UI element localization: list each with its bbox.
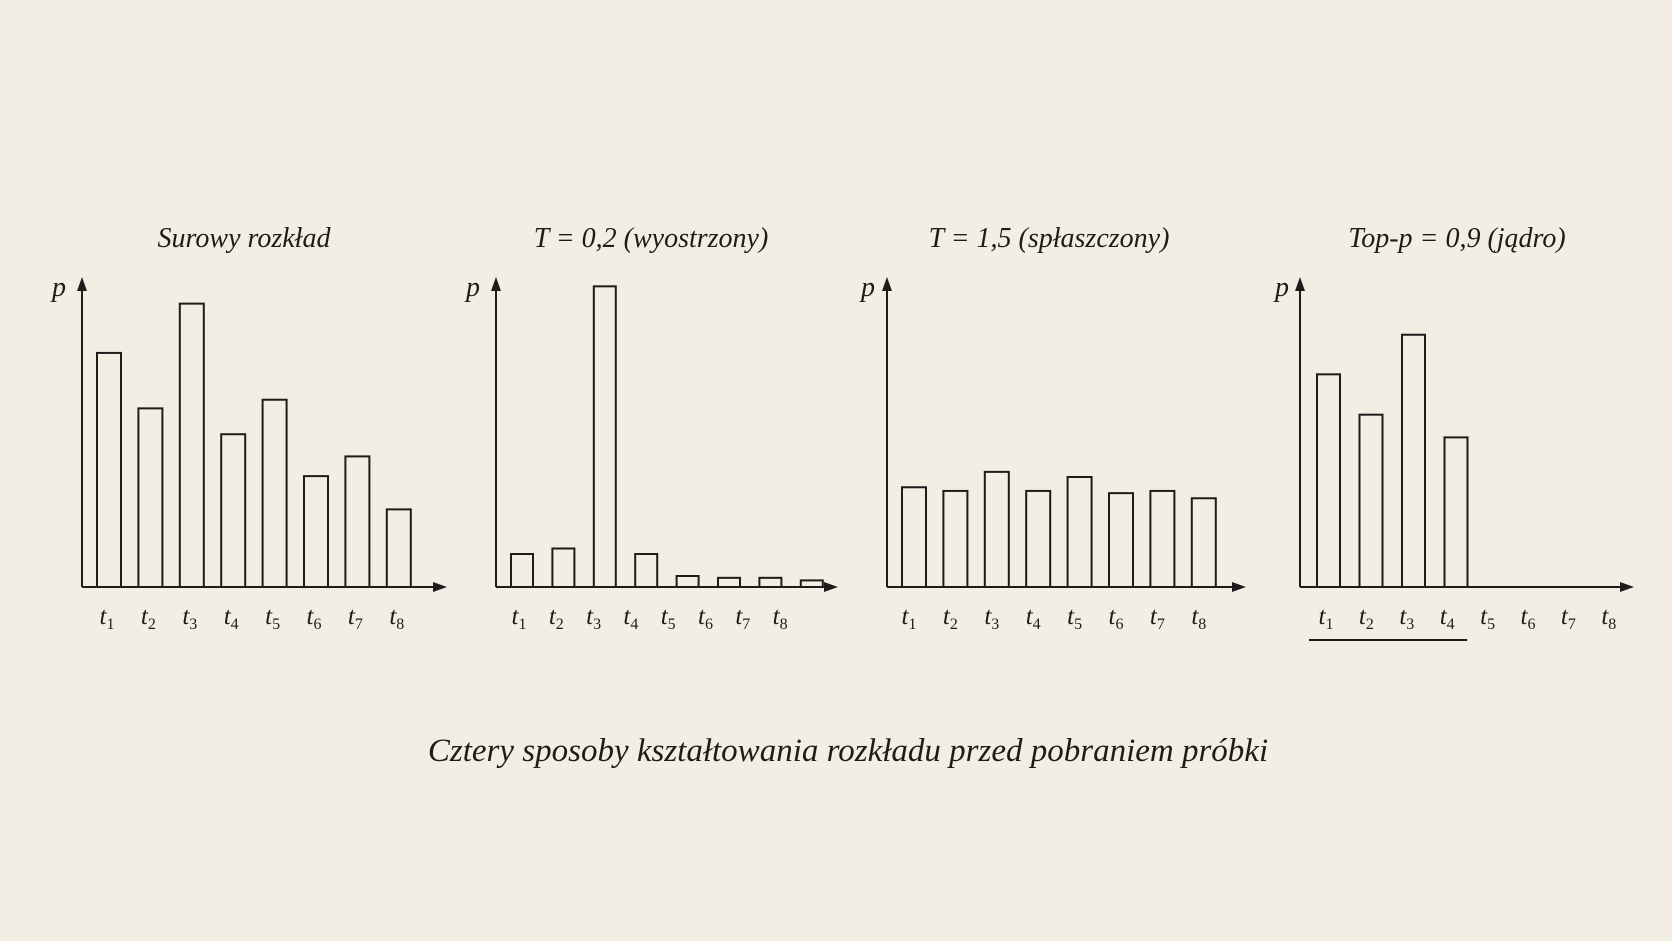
bar-t1 bbox=[901, 486, 927, 588]
tick-label-t4: t4 bbox=[224, 603, 239, 633]
tick-label-t1: t1 bbox=[512, 603, 527, 633]
chart-panel-4: Top-p = 0,9 (jądro) p t1 t2 t3 t4 t5 t6 t7 t8 bbox=[1273, 223, 1634, 641]
tick-label-t2: t2 bbox=[943, 603, 958, 633]
chart-panel-1: Surowy rozkład p t1 t2 t3 t4 t5 t6 t7 t8 bbox=[50, 223, 447, 633]
tick-label-t4: t4 bbox=[1026, 603, 1041, 633]
bar-t5 bbox=[1066, 476, 1093, 588]
bar-t7 bbox=[758, 576, 783, 588]
tick-label-t5: t5 bbox=[265, 603, 280, 633]
bar-t6 bbox=[717, 576, 741, 588]
tick-label-t1: t1 bbox=[100, 603, 115, 633]
tick-label-t8: t8 bbox=[1601, 603, 1616, 633]
tick-label-t6: t6 bbox=[307, 603, 322, 633]
bar-t1 bbox=[510, 553, 534, 588]
bar-t3 bbox=[178, 302, 205, 588]
bar-t5 bbox=[675, 575, 700, 588]
tick-label-t5: t5 bbox=[1067, 603, 1082, 633]
tick-label-t6: t6 bbox=[698, 603, 713, 633]
x-axis-arrow bbox=[433, 582, 447, 592]
tick-label-t3: t3 bbox=[586, 603, 601, 633]
panel-title: Surowy rozkład bbox=[158, 223, 332, 254]
tick-label-t3: t3 bbox=[182, 603, 197, 633]
tick-label-t8: t8 bbox=[389, 603, 404, 633]
tick-label-t2: t2 bbox=[141, 603, 156, 633]
y-axis-label: p bbox=[464, 272, 480, 303]
panel-title: T = 1,5 (spłaszczony) bbox=[929, 223, 1170, 254]
y-axis-arrow bbox=[77, 277, 87, 291]
bar-t3 bbox=[1401, 333, 1426, 588]
bar-t1 bbox=[96, 351, 122, 589]
bar-t4 bbox=[220, 433, 247, 588]
tick-label-t6: t6 bbox=[1109, 603, 1124, 633]
panel-title: T = 0,2 (wyostrzony) bbox=[534, 223, 769, 254]
tick-label-t6: t6 bbox=[1521, 603, 1536, 633]
tick-label-t2: t2 bbox=[549, 603, 564, 633]
tick-label-t5: t5 bbox=[661, 603, 676, 633]
tick-label-t7: t7 bbox=[735, 603, 750, 633]
bar-t1 bbox=[1316, 373, 1341, 589]
y-axis-label: p bbox=[50, 272, 66, 303]
tick-label-t3: t3 bbox=[984, 603, 999, 633]
bar-t3 bbox=[592, 285, 617, 588]
y-axis-label: p bbox=[1273, 272, 1289, 303]
tick-label-t5: t5 bbox=[1480, 603, 1495, 633]
y-axis-label: p bbox=[859, 272, 875, 303]
tick-label-t4: t4 bbox=[1440, 603, 1455, 633]
tick-label-t8: t8 bbox=[773, 603, 788, 633]
tick-label-t1: t1 bbox=[902, 603, 917, 633]
panel-title: Top-p = 0,9 (jądro) bbox=[1348, 223, 1566, 254]
bar-t2 bbox=[551, 547, 576, 588]
bar-t2 bbox=[137, 407, 164, 588]
bar-t6 bbox=[303, 475, 329, 588]
bar-t7 bbox=[344, 455, 371, 588]
tick-label-t8: t8 bbox=[1191, 603, 1206, 633]
bar-t8 bbox=[1190, 497, 1217, 588]
y-axis-arrow bbox=[491, 277, 501, 291]
figure-caption: Cztery sposoby kształtowania rozkładu pr… bbox=[428, 733, 1268, 769]
chart-panel-2: T = 0,2 (wyostrzony) p t1 t2 t3 t4 t5 t6 t7 t8 bbox=[464, 223, 838, 633]
bar-t8 bbox=[799, 579, 824, 589]
bar-t3 bbox=[983, 470, 1010, 588]
x-axis-arrow bbox=[824, 582, 838, 592]
y-axis-arrow bbox=[1295, 277, 1305, 291]
tick-label-t7: t7 bbox=[348, 603, 363, 633]
tick-label-t2: t2 bbox=[1359, 603, 1374, 633]
bar-t7 bbox=[1149, 489, 1176, 588]
bar-t6 bbox=[1108, 492, 1134, 588]
tick-label-t7: t7 bbox=[1150, 603, 1165, 633]
bar-t4 bbox=[1443, 436, 1469, 588]
x-axis-arrow bbox=[1232, 582, 1246, 592]
bar-t4 bbox=[634, 553, 659, 588]
tick-label-t4: t4 bbox=[623, 603, 638, 633]
bar-t4 bbox=[1025, 489, 1052, 588]
y-axis-arrow bbox=[882, 277, 892, 291]
bar-t8 bbox=[385, 508, 412, 588]
tick-label-t1: t1 bbox=[1319, 603, 1334, 633]
tick-label-t7: t7 bbox=[1561, 603, 1576, 633]
bar-t2 bbox=[1358, 413, 1384, 588]
bar-t2 bbox=[942, 489, 969, 588]
chart-panel-3: T = 1,5 (spłaszczony) p t1 t2 t3 t4 t5 t6 t7 t8 bbox=[859, 223, 1246, 633]
tick-label-t3: t3 bbox=[1399, 603, 1414, 633]
bar-t5 bbox=[261, 398, 288, 588]
x-axis-arrow bbox=[1620, 582, 1634, 592]
